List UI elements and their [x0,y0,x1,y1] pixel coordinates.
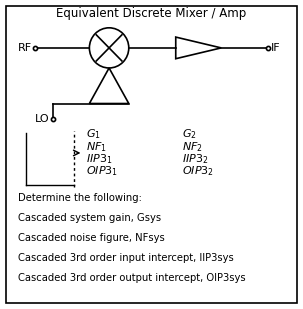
Text: Determine the following:: Determine the following: [18,193,142,203]
Text: $OIP3_1$: $OIP3_1$ [86,165,118,178]
Text: Cascaded noise figure, NFsys: Cascaded noise figure, NFsys [18,233,165,243]
Text: IF: IF [271,43,281,53]
Text: LO: LO [35,114,50,124]
Text: Cascaded 3rd order output intercept, OIP3sys: Cascaded 3rd order output intercept, OIP… [18,273,246,283]
Text: $G_2$: $G_2$ [182,128,197,141]
Text: $OIP3_2$: $OIP3_2$ [182,165,214,178]
Text: $IIP3_2$: $IIP3_2$ [182,152,208,166]
Text: RF: RF [18,43,32,53]
Text: $NF_1$: $NF_1$ [86,140,107,154]
Text: $NF_2$: $NF_2$ [182,140,203,154]
Text: Cascaded system gain, Gsys: Cascaded system gain, Gsys [18,213,161,223]
Text: Cascaded 3rd order input intercept, IIP3sys: Cascaded 3rd order input intercept, IIP3… [18,253,234,263]
Text: $IIP3_1$: $IIP3_1$ [86,152,113,166]
Text: $G_1$: $G_1$ [86,128,101,141]
Text: Equivalent Discrete Mixer / Amp: Equivalent Discrete Mixer / Amp [56,7,247,20]
